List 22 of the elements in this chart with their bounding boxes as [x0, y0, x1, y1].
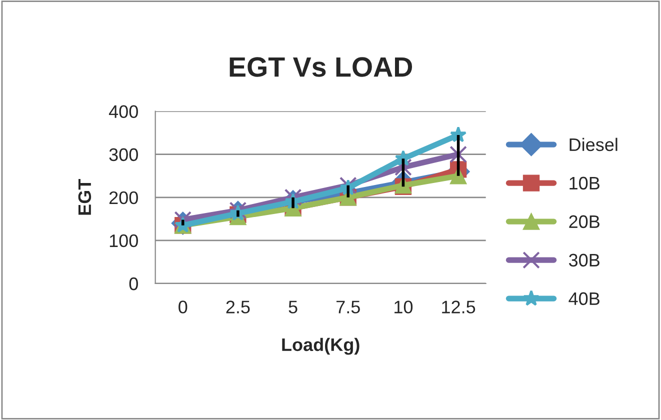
- point: [229, 202, 247, 219]
- x-tick-label: 7.5: [336, 300, 360, 314]
- x-tick-label: 12.5: [442, 300, 476, 314]
- y-tick-label: 200: [109, 191, 138, 204]
- legend-label: 40B: [568, 292, 600, 306]
- x-tick-label: 2.5: [226, 300, 250, 314]
- legend-label: 30B: [568, 254, 600, 267]
- legend-label: 10B: [570, 176, 600, 190]
- y-tick-label: 0: [129, 277, 138, 290]
- y-tick-label: 400: [108, 105, 138, 118]
- y-tick-label: 100: [110, 234, 138, 248]
- point: [450, 146, 467, 164]
- x-tick-label: 10: [394, 300, 413, 314]
- chart-title: EGT Vs LOAD: [230, 57, 412, 77]
- y-axis-title: EGT: [78, 179, 92, 215]
- legend-label: Diesel: [570, 138, 618, 152]
- y-tick-label: 300: [109, 148, 138, 162]
- x-tick-label: 5: [288, 300, 298, 314]
- x-tick-label: 0: [178, 300, 188, 314]
- point: [174, 211, 192, 228]
- legend-label: 20B: [569, 215, 600, 228]
- x-axis-title: Load(Kg): [282, 338, 360, 355]
